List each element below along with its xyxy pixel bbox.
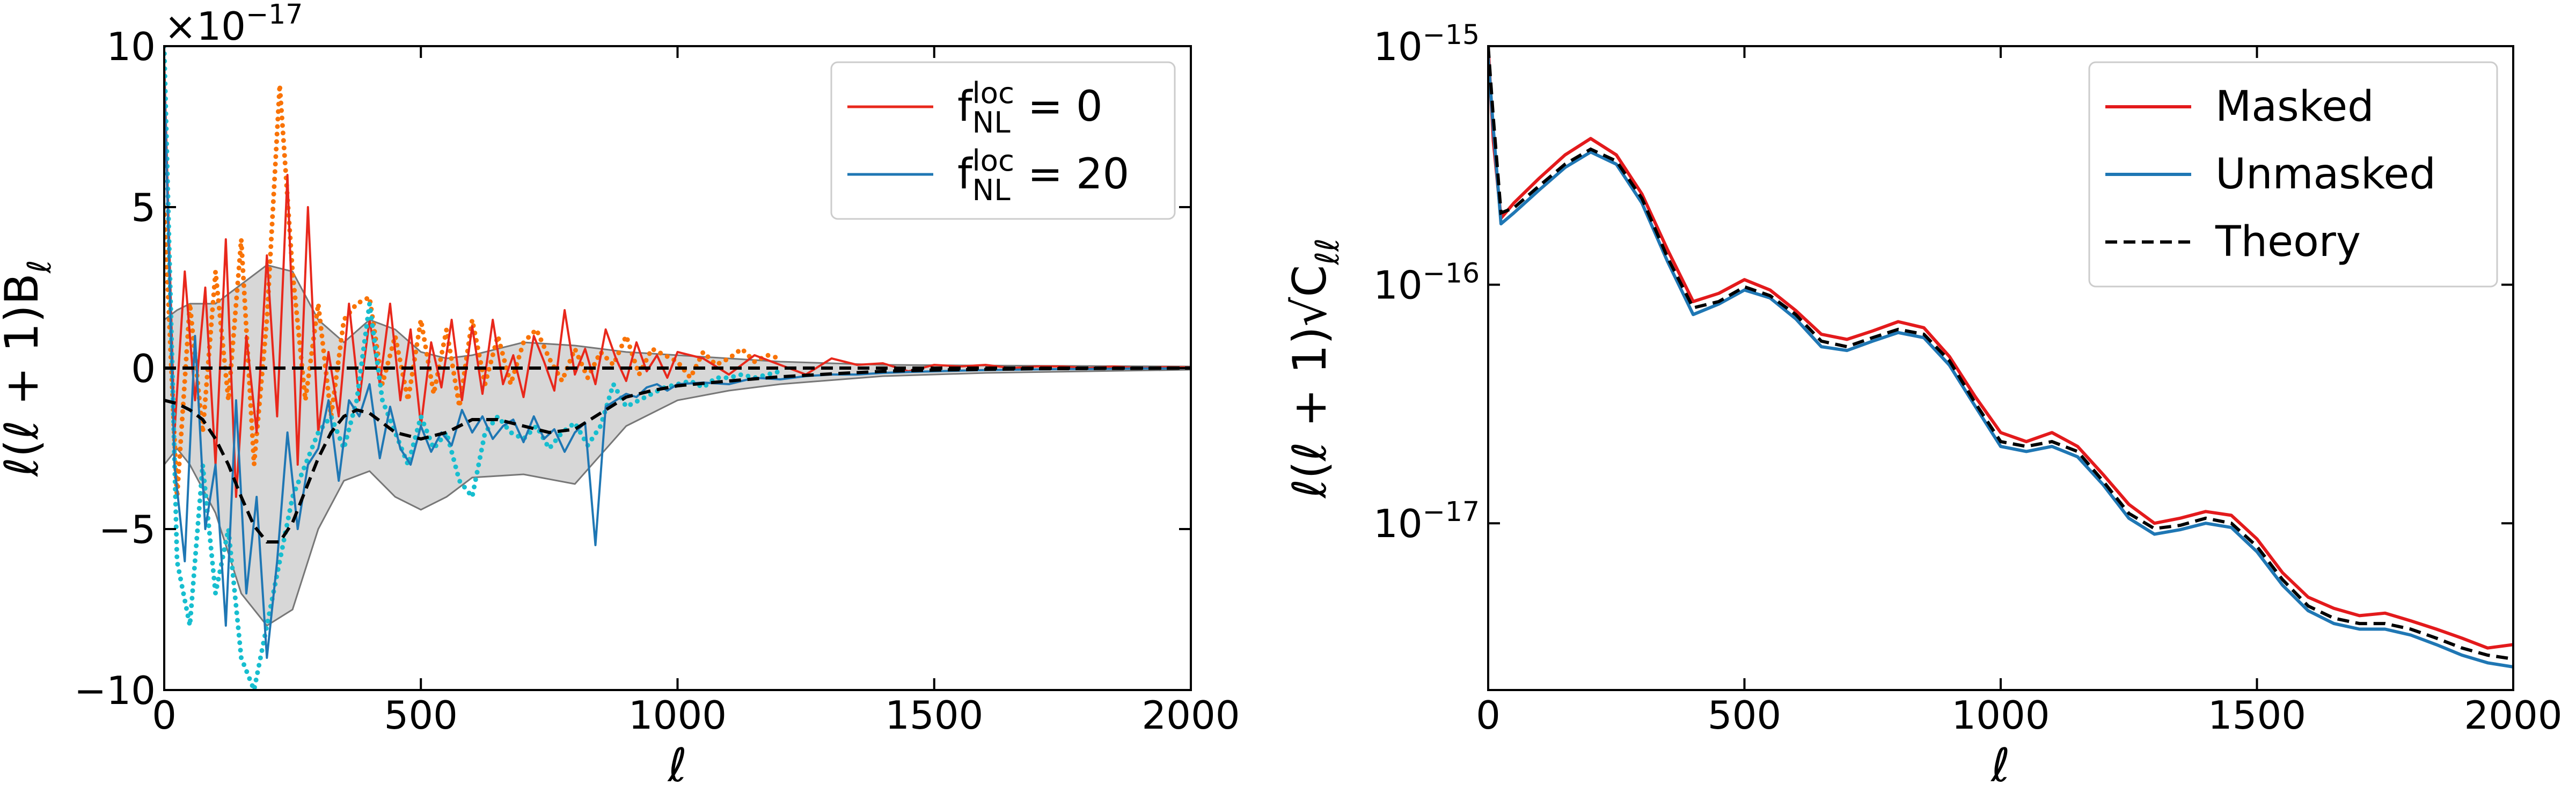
axis-offset-label: ×10−17 (164, 0, 303, 49)
series-line (1488, 46, 2513, 650)
x-tick-label: 0 (152, 693, 177, 738)
series-line (164, 62, 1191, 498)
plot-area (1488, 46, 2513, 669)
legend-box (2088, 61, 2498, 288)
series-line (164, 84, 783, 497)
legend-label: floc NL = 20 (957, 143, 1129, 207)
y-tick-label: 10 (106, 24, 156, 69)
legend-label: floc NL = 0 (957, 76, 1103, 140)
x-tick-label: 500 (1708, 693, 1781, 738)
plot-area (164, 46, 1191, 690)
series-line (164, 78, 1191, 659)
y-axis-label: ℓ(ℓ + 1)√Cℓℓ (1283, 238, 1346, 499)
x-axis-label: ℓ (667, 739, 687, 793)
legend-label: Unmasked (2215, 150, 2436, 199)
x-tick-label: 1000 (628, 693, 727, 738)
x-axis-label: ℓ (1990, 739, 2010, 793)
series-line (1488, 57, 2513, 669)
y-tick-label: 0 (131, 346, 156, 391)
confidence-band (164, 264, 1191, 627)
y-tick-label: 5 (131, 185, 156, 230)
x-tick-label: 2000 (1141, 693, 1240, 738)
x-tick-label: 1500 (2208, 693, 2306, 738)
x-tick-label: 0 (1476, 693, 1501, 738)
x-tick-label: 1500 (885, 693, 983, 738)
legend-label: Masked (2215, 83, 2374, 131)
y-tick-label: 10−15 (1373, 19, 1480, 69)
y-axis-label: ℓ(ℓ + 1)Bℓ (0, 260, 58, 477)
y-tick-label: 10−17 (1373, 496, 1480, 546)
x-tick-label: 2000 (2464, 693, 2562, 738)
y-tick-label: 10−16 (1373, 257, 1480, 307)
y-tick-label: −5 (99, 507, 156, 552)
legend-box (830, 61, 1176, 220)
x-tick-label: 1000 (1951, 693, 2050, 738)
legend-label: Theory (2215, 218, 2361, 266)
y-tick-label: −10 (74, 668, 156, 713)
x-tick-label: 500 (384, 693, 458, 738)
series-line (164, 366, 1191, 544)
